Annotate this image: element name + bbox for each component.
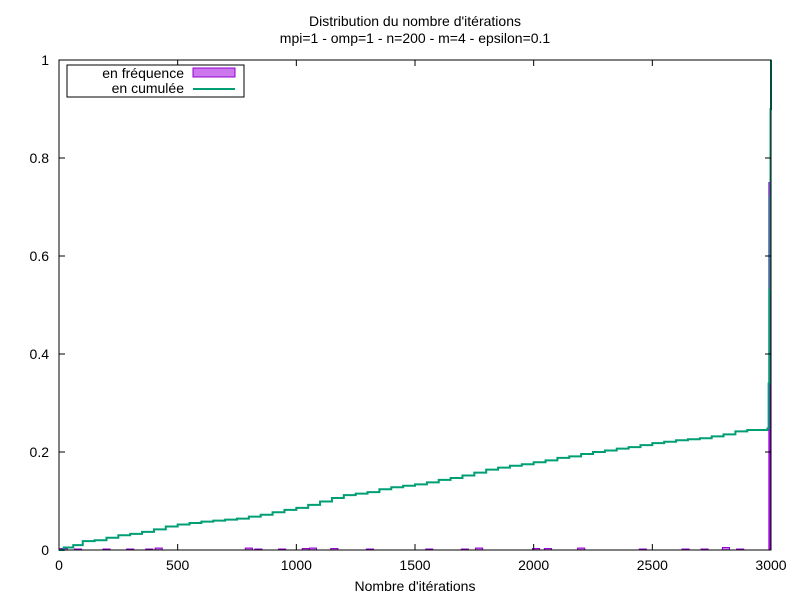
- legend-label-frequence: en fréquence: [102, 65, 184, 81]
- x-axis-ticks: 0 500 1000 1500 2000 2500 3000: [55, 60, 787, 573]
- x-tick-label-3: 1500: [399, 557, 430, 573]
- x-tick-label-5: 2500: [637, 557, 668, 573]
- cumulative-line-layer: [59, 60, 772, 551]
- y-tick-label-3: 0.6: [30, 248, 50, 264]
- y-tick-label-5: 1: [41, 52, 49, 68]
- plot-frame: [58, 59, 772, 551]
- legend: en fréquence en cumulée: [66, 64, 245, 98]
- y-axis-ticks: 0 0.2 0.4 0.6 0.8 1: [30, 52, 771, 558]
- x-tick-label-2: 1000: [281, 557, 312, 573]
- legend-swatch-frequence: [192, 67, 236, 78]
- legend-label-cumulee: en cumulée: [112, 80, 185, 96]
- x-tick-label-4: 2000: [518, 557, 549, 573]
- cumulative-line: [59, 60, 772, 551]
- y-tick-label-1: 0.2: [30, 444, 50, 460]
- x-tick-label-6: 3000: [755, 557, 786, 573]
- x-tick-label-1: 500: [166, 557, 190, 573]
- x-tick-label-0: 0: [55, 557, 63, 573]
- chart-subtitle: mpi=1 - omp=1 - n=200 - m=4 - epsilon=0.…: [280, 30, 551, 46]
- chart-title: Distribution du nombre d'itérations: [309, 13, 521, 29]
- y-tick-label-4: 0.8: [30, 150, 50, 166]
- y-tick-label-2: 0.4: [30, 346, 50, 362]
- frequency-bars: [59, 182, 771, 551]
- x-axis-label: Nombre d'itérations: [355, 578, 476, 594]
- y-tick-label-0: 0: [41, 542, 49, 558]
